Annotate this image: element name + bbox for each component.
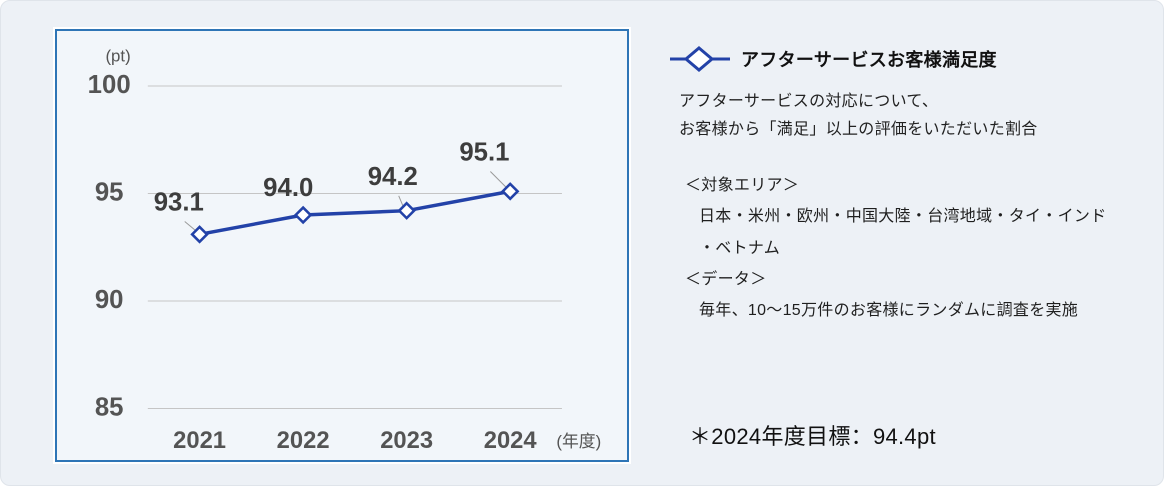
x-tick-label: 2021 [173, 427, 226, 454]
legend-line-marker-icon [670, 46, 730, 72]
series-line [199, 189, 511, 237]
y-tick-label: 100 [88, 71, 131, 99]
y-tick-label: 90 [95, 286, 124, 314]
description-line-1: アフターサービスの対応について、 [679, 93, 939, 110]
x-tick-label: 2023 [380, 427, 433, 454]
data-point-marker [293, 205, 313, 225]
data-value-label: 93.1 [154, 189, 204, 217]
target-area-line-1: 日本・米州・欧州・中国大陸・台湾地域・タイ・インド [699, 208, 1107, 225]
data-point-marker [500, 182, 520, 201]
label-leader-line [184, 221, 197, 232]
line-chart-panel: 100 95 90 85 (pt) (年度) 2021 2022 2023 2024 93.1 94.… [55, 29, 629, 462]
data-value-label: 94.2 [368, 163, 418, 191]
chart-legend: アフターサービスお客様満足度 [669, 46, 997, 72]
target-note: ＊2024年度目標：94.4pt [689, 424, 936, 449]
x-tick-label: 2024 [484, 427, 538, 454]
y-tick-label: 95 [95, 178, 124, 206]
data-point-marker [397, 201, 416, 220]
data-value-label: 94.0 [263, 174, 313, 202]
data-method-line: 毎年、10～15万件のお客様にランダムに調査を実施 [699, 302, 1079, 319]
target-area-line-2: ・ベトナム [699, 240, 781, 257]
data-value-label: 95.1 [459, 139, 509, 167]
satisfaction-line-chart: 100 95 90 85 (pt) (年度) 2021 2022 2023 2024 93.1 94.… [88, 47, 602, 454]
x-tick-label: 2022 [277, 427, 330, 454]
x-axis-unit-label: (年度) [556, 432, 601, 451]
description-line-2: お客様から「満足」以上の評価をいただいた割合 [679, 121, 1038, 138]
label-leader-line [490, 171, 508, 189]
data-point-marker [190, 225, 209, 244]
legend-title: アフターサービスお客様満足度 [741, 50, 997, 70]
target-area-header: ＜対象エリア＞ [685, 177, 800, 194]
data-method-header: ＜データ＞ [685, 271, 767, 288]
y-tick-label: 85 [95, 393, 124, 421]
y-axis-unit-label: (pt) [105, 47, 130, 66]
